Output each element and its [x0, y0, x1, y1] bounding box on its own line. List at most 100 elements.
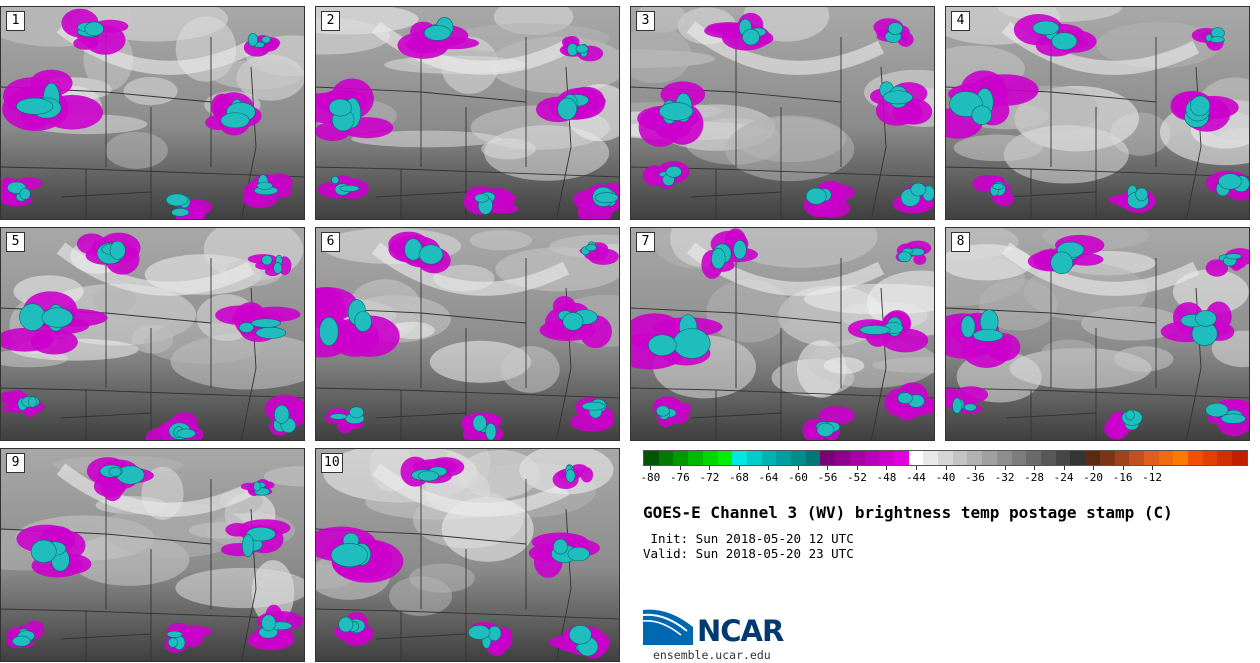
colorbar-swatch [908, 451, 924, 465]
colorbar-swatch [1026, 451, 1041, 465]
colorbar-tick-label: -44 [906, 471, 926, 484]
figure-title: GOES-E Channel 3 (WV) brightness temp po… [643, 503, 1173, 522]
cloud-core-cyan [423, 25, 452, 41]
colorbar-tick [827, 466, 829, 470]
colorbar-swatch [982, 451, 997, 465]
colorbar-tick-label: -36 [965, 471, 985, 484]
moisture-band [706, 279, 792, 343]
cloud-cluster-magenta [587, 248, 619, 265]
colorbar-swatch [761, 451, 777, 465]
cloud-core-cyan [261, 254, 273, 266]
cloud-core-cyan [910, 182, 927, 197]
member-label: 2 [321, 11, 340, 31]
cloud-core-cyan [247, 32, 259, 47]
state-boundary [375, 412, 467, 419]
cloud-core-cyan [575, 44, 589, 54]
colorbar-swatch [1173, 451, 1189, 465]
colorbar-swatch [864, 451, 880, 465]
cloud-core-cyan [30, 539, 57, 563]
colorbar-swatch [1055, 451, 1071, 465]
cloud-cluster-magenta [818, 406, 855, 425]
moisture-band [56, 242, 255, 296]
cloud-core-cyan [647, 334, 677, 357]
cloud-core-cyan [991, 183, 1005, 190]
colorbar-tick [1063, 466, 1065, 470]
colorbar-swatch [673, 451, 689, 465]
colorbar-swatch [776, 451, 792, 465]
colorbar-swatch [1011, 451, 1027, 465]
colorbar-tick [1034, 466, 1036, 470]
cloud-core-cyan [972, 329, 1004, 342]
cloud-core-cyan [1225, 253, 1242, 260]
cloud-core-cyan [952, 397, 963, 414]
colorbar-tick-label: -56 [817, 471, 838, 484]
cloud-core-cyan [1195, 310, 1217, 327]
moisture-band [1114, 346, 1174, 372]
colorbar-swatch [1099, 451, 1115, 465]
moisture-band [123, 77, 178, 106]
cloud-core-cyan [816, 422, 835, 437]
cloud-core-cyan [261, 35, 271, 44]
colorbar-swatch [996, 451, 1012, 465]
moisture-band [1219, 127, 1249, 145]
moisture-band [388, 321, 435, 339]
cloud-core-cyan [331, 175, 340, 184]
cloud-core-cyan [167, 637, 178, 648]
colorbar-tick-label: -48 [876, 471, 897, 484]
cloud-core-cyan [960, 315, 976, 338]
cloud-core-cyan [330, 543, 368, 568]
cloud-core-cyan [28, 396, 37, 408]
state-boundary [690, 191, 782, 198]
cloud-core-cyan [562, 312, 584, 331]
colorbar-legend: -80 -76 -72 -68 -64 -60 -56 -52 -48 -44 -40 -36 -32-… [640, 450, 1248, 490]
cloud-core-cyan [354, 310, 372, 332]
state-boundary [60, 412, 152, 419]
colorbar-swatch [1202, 451, 1218, 465]
colorbar-swatch [658, 451, 674, 465]
cloud-core-cyan [329, 413, 348, 420]
cloud-core-cyan [273, 262, 283, 274]
colorbar-swatch [1143, 451, 1159, 465]
cloud-core-cyan [897, 392, 913, 404]
colorbar-tick-label: -76 [669, 471, 690, 484]
state-boundary [1005, 191, 1097, 198]
cloud-core-cyan [12, 635, 31, 647]
colorbar-tick [945, 466, 947, 470]
cloud-core-cyan [672, 328, 711, 359]
moisture-band [686, 21, 885, 75]
colorbar-swatch [791, 451, 806, 465]
moisture-band [469, 230, 532, 251]
cloud-core-cyan [565, 468, 576, 483]
cloud-core-cyan [319, 316, 339, 346]
cloud-core-cyan [328, 98, 352, 117]
moisture-band [459, 449, 540, 499]
cloud-cluster-magenta [225, 523, 250, 537]
cloud-core-cyan [176, 428, 196, 439]
moisture-band [371, 463, 570, 517]
colorbar-swatch [952, 451, 968, 465]
cloud-core-cyan [338, 616, 354, 633]
cloud-core-cyan [1051, 32, 1078, 51]
cloud-core-cyan [256, 181, 273, 190]
cloud-core-cyan [805, 187, 827, 205]
cloud-cluster-magenta [571, 464, 588, 473]
moisture-band [371, 242, 570, 296]
site-url: ensemble.ucar.edu [653, 648, 771, 662]
moisture-band [105, 131, 168, 169]
colorbar-swatch [1129, 451, 1144, 465]
colorbar-swatch [820, 451, 836, 465]
colorbar-tick [709, 466, 711, 470]
cloud-core-cyan [19, 187, 31, 200]
colorbar-tick-label: -24 [1053, 471, 1074, 484]
colorbar-tick-label: -12 [1142, 471, 1163, 484]
colorbar-tick [915, 466, 917, 470]
moisture-band [56, 463, 255, 517]
cloud-core-cyan [16, 97, 54, 115]
cloud-core-cyan [474, 193, 489, 203]
colorbar-tick-label: -72 [699, 471, 720, 484]
cloud-cluster-magenta [897, 32, 914, 47]
colorbar-tick [886, 466, 888, 470]
colorbar-swatch [1040, 451, 1056, 465]
colorbar-tick-label: -64 [758, 471, 779, 484]
cloud-core-cyan [468, 625, 491, 640]
